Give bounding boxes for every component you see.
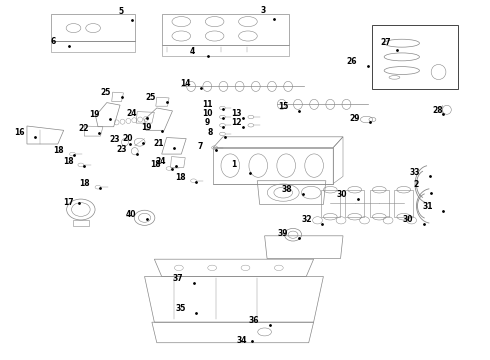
- Text: 30: 30: [337, 190, 347, 199]
- Text: 1: 1: [232, 161, 237, 169]
- Text: 27: 27: [381, 38, 392, 47]
- Text: 24: 24: [155, 157, 166, 166]
- Text: 18: 18: [53, 146, 64, 155]
- Text: 18: 18: [79, 179, 90, 188]
- Text: 8: 8: [207, 128, 212, 137]
- Text: 19: 19: [141, 122, 151, 131]
- Text: 18: 18: [175, 173, 186, 182]
- Text: 38: 38: [282, 185, 293, 194]
- Text: 15: 15: [278, 102, 289, 111]
- Text: 13: 13: [231, 109, 242, 118]
- Text: 21: 21: [153, 139, 164, 148]
- Text: 25: 25: [146, 93, 156, 102]
- Bar: [394, 190, 413, 217]
- Bar: [370, 190, 389, 217]
- Text: 23: 23: [116, 145, 127, 154]
- Text: 31: 31: [422, 202, 433, 211]
- Bar: [345, 190, 364, 217]
- Text: 19: 19: [89, 110, 100, 119]
- Text: 7: 7: [197, 141, 202, 150]
- Text: 14: 14: [180, 79, 191, 88]
- Text: 36: 36: [248, 316, 259, 325]
- Text: 18: 18: [150, 161, 161, 169]
- Text: 11: 11: [202, 100, 213, 109]
- Text: 23: 23: [109, 135, 120, 144]
- Text: 39: 39: [278, 229, 289, 238]
- Text: 22: 22: [78, 124, 89, 133]
- Text: 2: 2: [413, 180, 418, 189]
- Text: 25: 25: [100, 88, 111, 97]
- Text: 33: 33: [409, 167, 420, 176]
- Text: 16: 16: [14, 128, 25, 137]
- Text: 18: 18: [63, 157, 74, 166]
- Text: 40: 40: [126, 210, 137, 219]
- Text: 35: 35: [175, 304, 186, 313]
- Text: 20: 20: [122, 134, 133, 143]
- Text: 37: 37: [172, 274, 183, 283]
- Text: 4: 4: [190, 47, 195, 56]
- Text: 34: 34: [236, 336, 247, 345]
- Text: 32: 32: [301, 215, 312, 224]
- Text: 9: 9: [205, 118, 210, 127]
- Text: 12: 12: [231, 118, 242, 127]
- Text: 26: 26: [346, 57, 357, 66]
- Text: 10: 10: [202, 109, 213, 118]
- Bar: [321, 190, 340, 217]
- Text: 5: 5: [119, 7, 124, 16]
- Text: 17: 17: [63, 198, 74, 207]
- Text: 24: 24: [126, 109, 137, 118]
- Text: 28: 28: [432, 105, 443, 114]
- Text: 6: 6: [50, 37, 55, 46]
- Text: 3: 3: [261, 6, 266, 15]
- Text: 29: 29: [349, 113, 360, 122]
- Text: 30: 30: [403, 215, 414, 224]
- Bar: [372, 25, 458, 89]
